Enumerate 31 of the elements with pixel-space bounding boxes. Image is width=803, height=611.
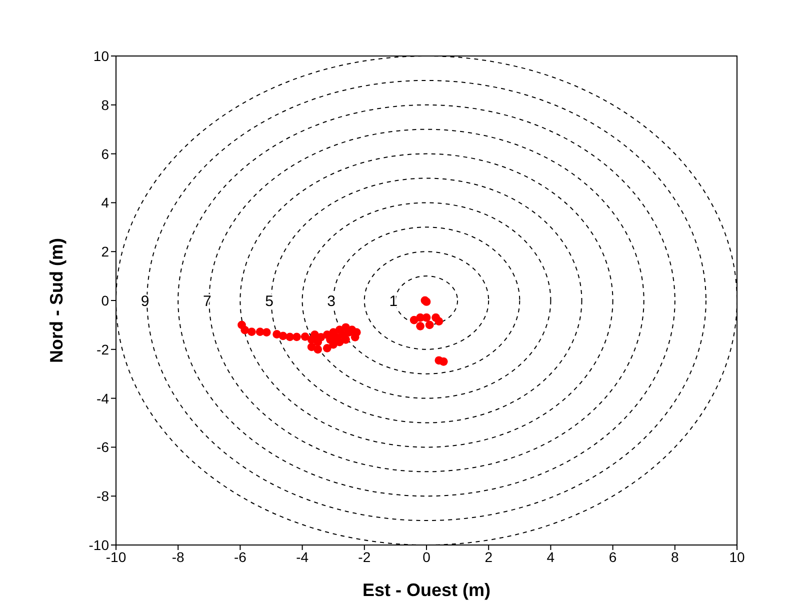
y-tick-label: -2 xyxy=(96,341,110,358)
x-tick-label: 10 xyxy=(729,548,745,565)
x-tick-label: -2 xyxy=(358,548,371,565)
y-tick-label: -4 xyxy=(96,390,110,406)
x-tick-label: 2 xyxy=(484,548,493,565)
x-tick-label: -6 xyxy=(234,548,247,565)
y-tick-label: 2 xyxy=(101,244,110,260)
point xyxy=(247,328,256,336)
y-tick-label: 8 xyxy=(101,96,110,113)
x-axis-title: Est - Ouest (m) xyxy=(362,580,491,600)
x-tick-label: -4 xyxy=(296,548,309,565)
y-tick-label: -6 xyxy=(96,439,110,456)
y-tick-label: 0 xyxy=(101,292,110,308)
y-tick-label: 4 xyxy=(101,194,110,211)
annotation: 9 xyxy=(140,292,150,310)
y-tick-label: -8 xyxy=(96,488,110,504)
annotation: 3 xyxy=(327,292,336,310)
point xyxy=(262,328,271,336)
x-tick-label: 4 xyxy=(546,548,555,565)
x-tick-label: 8 xyxy=(671,548,679,565)
annotation: 5 xyxy=(265,292,274,310)
point xyxy=(240,326,250,334)
y-tick-label: 6 xyxy=(101,146,110,162)
x-tick-label: 0 xyxy=(422,548,431,565)
x-tick-label: -8 xyxy=(172,548,185,565)
y-tick-label: -10 xyxy=(88,536,110,553)
annotation: 7 xyxy=(202,292,212,310)
x-tick-label: 6 xyxy=(608,548,617,565)
y-tick-label: 10 xyxy=(93,48,110,64)
y-axis-title: Nord - Sud (m) xyxy=(46,238,66,363)
annotation: 1 xyxy=(389,292,398,310)
